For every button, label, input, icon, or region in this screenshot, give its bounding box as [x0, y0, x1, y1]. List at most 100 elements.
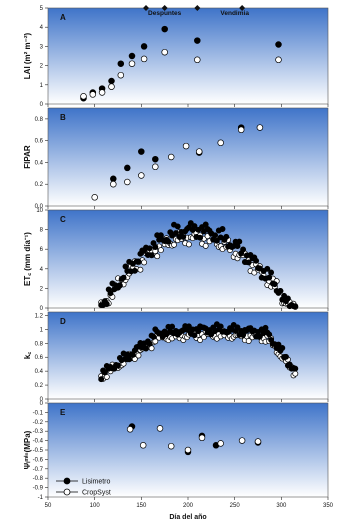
y-tick-label: 1 [40, 327, 44, 333]
cropsyst-point [128, 60, 136, 67]
lisimetro-point [279, 345, 286, 351]
lisimetro-point [234, 324, 241, 331]
cropsyst-point [137, 266, 144, 273]
y-axis-label: k꜀ [23, 352, 32, 359]
annotation: Despuntes [148, 10, 182, 17]
cropsyst-point [198, 434, 206, 442]
cropsyst-point [237, 126, 245, 134]
y-tick-label: 0.8 [35, 341, 44, 347]
y-axis-label: FIPAR [23, 145, 32, 169]
y-tick-label: -0.6 [33, 457, 44, 463]
cropsyst-point [141, 259, 148, 266]
panel-label: B [60, 113, 66, 122]
lisimetro-point [208, 331, 215, 338]
lisimetro-point [101, 369, 108, 376]
lisimetro-point [116, 282, 123, 289]
y-tick-label: 5 [40, 6, 44, 12]
lisimetro-point [138, 148, 145, 155]
legend-marker [63, 477, 71, 485]
lisimetro-point [264, 265, 271, 272]
cropsyst-point [292, 370, 299, 377]
lisimetro-point [277, 287, 284, 294]
lisimetro-point [268, 269, 275, 276]
cropsyst-point [135, 352, 142, 359]
lisimetro-point [180, 233, 187, 240]
cropsyst-point [157, 247, 164, 254]
legend-entry: Lisimetro [82, 479, 111, 486]
lisimetro-point [161, 25, 168, 33]
lisimetro-point [140, 43, 148, 50]
cropsyst-point [202, 242, 209, 249]
lisimetro-point [284, 295, 291, 302]
y-tick-label: -0.1 [33, 410, 44, 416]
panel-label: E [60, 408, 66, 417]
event-marker [194, 5, 201, 11]
cropsyst-point [152, 163, 159, 171]
lisimetro-point [266, 331, 273, 338]
event-marker [143, 5, 149, 11]
lisimetro-point [110, 175, 117, 183]
lisimetro-point [124, 164, 131, 172]
cropsyst-point [275, 56, 282, 64]
y-tick-label: 0 [40, 397, 44, 403]
lisimetro-point [292, 303, 299, 310]
lisimetro-point [240, 332, 247, 338]
cropsyst-point [245, 338, 252, 344]
lisimetro-point [115, 362, 121, 369]
x-tick-label: 300 [276, 503, 287, 509]
panel-label: C [60, 215, 66, 224]
panel-A-plot-area [47, 7, 329, 105]
cropsyst-point [98, 89, 106, 96]
panel-label: A [60, 13, 66, 22]
lisimetro-point [172, 230, 179, 237]
y-tick-label: -0.3 [33, 429, 44, 435]
cropsyst-point [161, 48, 168, 56]
lisimetro-point [148, 252, 155, 259]
y-tick-label: 0.8 [35, 117, 44, 123]
lisimetro-point [165, 238, 172, 245]
cropsyst-point [117, 71, 125, 79]
lisimetro-point [152, 244, 159, 250]
y-tick-label: 0.0 [35, 204, 44, 210]
y-tick-label: 0 [40, 306, 44, 312]
y-tick-label: 6 [40, 247, 44, 253]
y-tick-label: 0.4 [35, 369, 44, 375]
legend: Lisimetro CropSyst [56, 477, 111, 497]
lisimetro-point [245, 259, 252, 266]
lisimetro-point [120, 274, 127, 281]
lisimetro-point [191, 223, 198, 230]
lisimetro-point [107, 290, 114, 297]
panel-E: E -1 -0.9 -0.8 -0.7 -0.6 -0.5 -0.4 -0.3 -0.2 -0.1 0… [22, 401, 329, 501]
x-tick-label: 350 [323, 503, 334, 509]
panel-B-plot-area [47, 107, 329, 207]
cropsyst-point [156, 425, 164, 432]
x-tick-label: 100 [90, 503, 101, 509]
y-tick-label: 8 [40, 228, 44, 234]
lisimetro-point [275, 41, 282, 48]
lisimetro-point [98, 376, 105, 383]
lisimetro-point [185, 323, 192, 330]
event-marker [239, 5, 246, 11]
lisimetro-point [283, 353, 289, 360]
cropsyst-point [91, 194, 98, 201]
y-tick-label: 0 [40, 401, 44, 407]
lisimetro-point [150, 333, 157, 340]
cropsyst-point [126, 426, 134, 433]
y-tick-label: 2 [40, 64, 44, 70]
x-tick-label: 250 [230, 503, 241, 509]
lisimetro-point [275, 341, 282, 348]
lisimetro-point [253, 257, 260, 264]
y-tick-label: 0.2 [35, 182, 44, 188]
y-axis-label: Ψₗᵐⁱⁿ(MPa) [22, 430, 32, 469]
legend-marker [63, 488, 71, 496]
lisimetro-point [128, 52, 136, 60]
y-tick-label: 0 [40, 102, 44, 108]
lisimetro-point [174, 223, 181, 230]
y-axis-label: LAI (m² m⁻²) [23, 32, 32, 79]
y-tick-label: 0.6 [35, 139, 44, 145]
cropsyst-point [256, 124, 264, 131]
y-tick-label: 3 [40, 44, 44, 50]
y-tick-label: 4 [40, 267, 44, 273]
cropsyst-point [238, 437, 246, 444]
